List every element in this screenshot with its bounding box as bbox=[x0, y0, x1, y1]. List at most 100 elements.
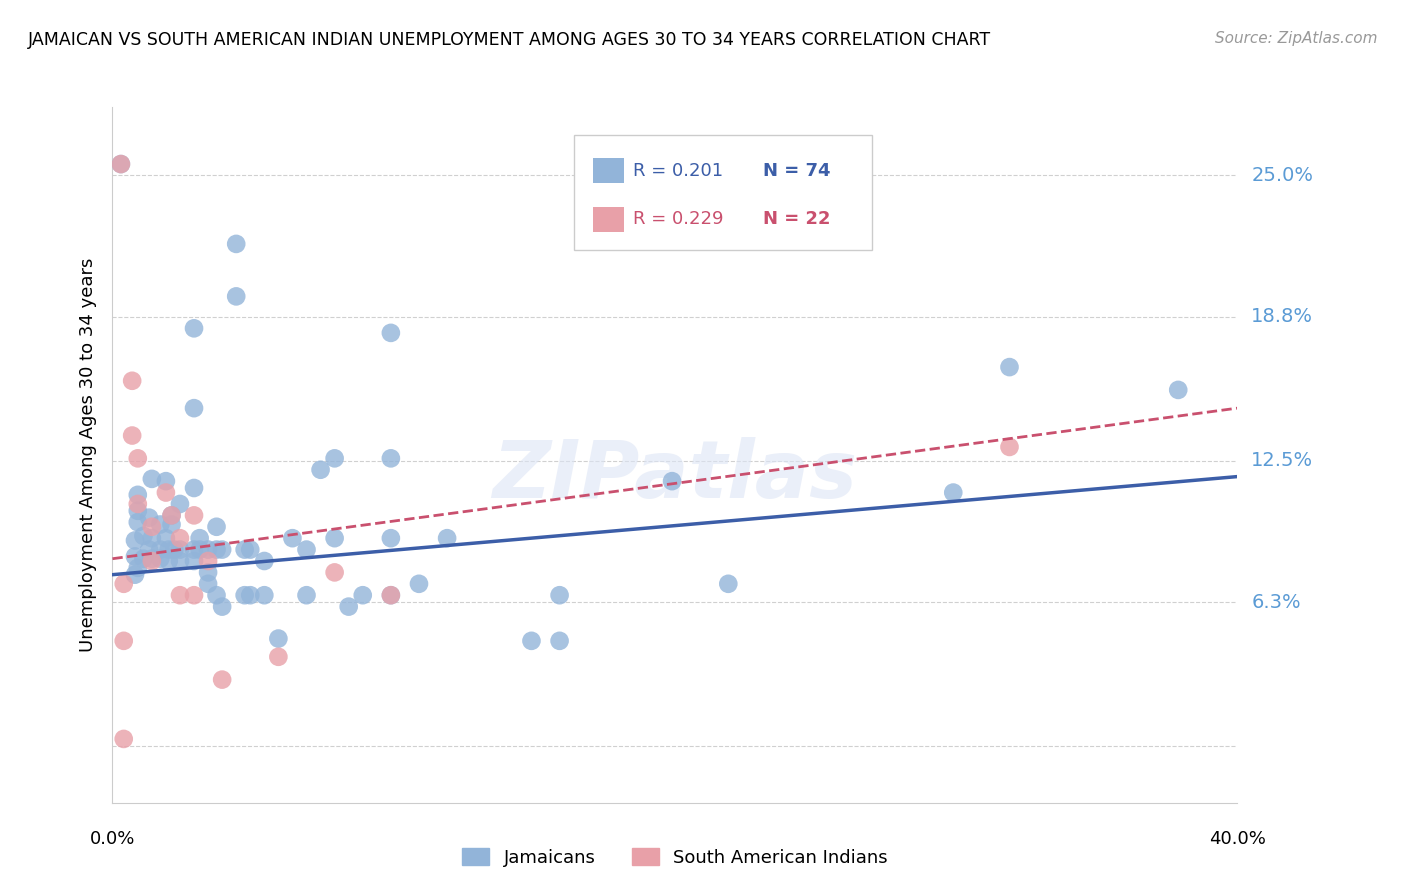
Point bbox=[183, 401, 205, 416]
Legend: Jamaicans, South American Indians: Jamaicans, South American Indians bbox=[454, 840, 896, 874]
Point bbox=[295, 542, 318, 557]
Point bbox=[149, 517, 172, 532]
Point bbox=[380, 451, 402, 466]
Point bbox=[225, 289, 247, 303]
Text: 6.3%: 6.3% bbox=[1251, 592, 1301, 612]
Point bbox=[267, 632, 290, 646]
Point bbox=[149, 551, 172, 566]
Text: Source: ZipAtlas.com: Source: ZipAtlas.com bbox=[1215, 31, 1378, 46]
Text: 25.0%: 25.0% bbox=[1251, 166, 1313, 185]
Point bbox=[138, 510, 160, 524]
Text: R = 0.201: R = 0.201 bbox=[633, 161, 724, 179]
Point bbox=[169, 497, 191, 511]
Point bbox=[183, 321, 205, 335]
Point bbox=[380, 588, 402, 602]
Point bbox=[121, 428, 143, 442]
Point bbox=[157, 542, 180, 557]
Point bbox=[211, 599, 233, 614]
Point bbox=[197, 566, 219, 580]
Point bbox=[110, 157, 132, 171]
Point bbox=[1167, 383, 1189, 397]
Point bbox=[160, 508, 183, 523]
Y-axis label: Unemployment Among Ages 30 to 34 years: Unemployment Among Ages 30 to 34 years bbox=[79, 258, 97, 652]
Point bbox=[436, 531, 458, 545]
Point bbox=[281, 531, 304, 545]
Point bbox=[188, 542, 211, 557]
Point bbox=[197, 576, 219, 591]
Text: JAMAICAN VS SOUTH AMERICAN INDIAN UNEMPLOYMENT AMONG AGES 30 TO 34 YEARS CORRELA: JAMAICAN VS SOUTH AMERICAN INDIAN UNEMPL… bbox=[28, 31, 991, 49]
Point bbox=[127, 504, 149, 518]
Point bbox=[253, 588, 276, 602]
Point bbox=[323, 531, 346, 545]
Point bbox=[141, 472, 163, 486]
Point bbox=[548, 588, 571, 602]
Point bbox=[717, 576, 740, 591]
Text: N = 22: N = 22 bbox=[762, 211, 830, 228]
Point bbox=[127, 497, 149, 511]
Point bbox=[141, 531, 163, 545]
Point bbox=[661, 474, 683, 488]
Point bbox=[520, 633, 543, 648]
Point bbox=[183, 542, 205, 557]
FancyBboxPatch shape bbox=[574, 135, 872, 250]
Point bbox=[380, 588, 402, 602]
Point bbox=[205, 520, 228, 534]
Point bbox=[380, 326, 402, 340]
Point bbox=[155, 485, 177, 500]
Text: R = 0.229: R = 0.229 bbox=[633, 211, 724, 228]
Point bbox=[233, 542, 256, 557]
Point bbox=[141, 554, 163, 568]
Text: 40.0%: 40.0% bbox=[1209, 830, 1265, 848]
Point bbox=[138, 542, 160, 557]
Point bbox=[127, 451, 149, 466]
Point bbox=[141, 551, 163, 566]
Point bbox=[548, 633, 571, 648]
Point bbox=[160, 517, 183, 532]
Point bbox=[205, 542, 228, 557]
Text: 18.8%: 18.8% bbox=[1251, 308, 1313, 326]
FancyBboxPatch shape bbox=[593, 158, 624, 183]
FancyBboxPatch shape bbox=[593, 207, 624, 232]
Text: 12.5%: 12.5% bbox=[1251, 451, 1313, 470]
Point bbox=[124, 549, 146, 564]
Point bbox=[225, 236, 247, 251]
Point bbox=[183, 481, 205, 495]
Point bbox=[408, 576, 430, 591]
Point bbox=[197, 554, 219, 568]
Point bbox=[380, 531, 402, 545]
Point bbox=[233, 588, 256, 602]
Text: 0.0%: 0.0% bbox=[90, 830, 135, 848]
Point bbox=[169, 542, 191, 557]
Point bbox=[169, 554, 191, 568]
Point bbox=[112, 731, 135, 746]
Point bbox=[183, 554, 205, 568]
Point bbox=[267, 649, 290, 664]
Point bbox=[141, 520, 163, 534]
Text: ZIPatlas: ZIPatlas bbox=[492, 437, 858, 515]
Point bbox=[124, 567, 146, 582]
Point bbox=[169, 531, 191, 545]
Point bbox=[121, 374, 143, 388]
Point bbox=[205, 588, 228, 602]
Point bbox=[942, 485, 965, 500]
Point bbox=[155, 531, 177, 545]
Point bbox=[239, 542, 262, 557]
Point bbox=[157, 554, 180, 568]
Point bbox=[211, 542, 233, 557]
Point bbox=[112, 576, 135, 591]
Point bbox=[127, 488, 149, 502]
Point bbox=[183, 588, 205, 602]
Point bbox=[323, 566, 346, 580]
Point bbox=[160, 508, 183, 523]
Point bbox=[132, 551, 155, 566]
Point bbox=[239, 588, 262, 602]
Point bbox=[110, 157, 132, 171]
Point bbox=[253, 554, 276, 568]
Point bbox=[197, 542, 219, 557]
Point bbox=[337, 599, 360, 614]
Point bbox=[132, 529, 155, 543]
Point bbox=[309, 463, 332, 477]
Point bbox=[188, 531, 211, 545]
Point bbox=[211, 673, 233, 687]
Point bbox=[183, 508, 205, 523]
